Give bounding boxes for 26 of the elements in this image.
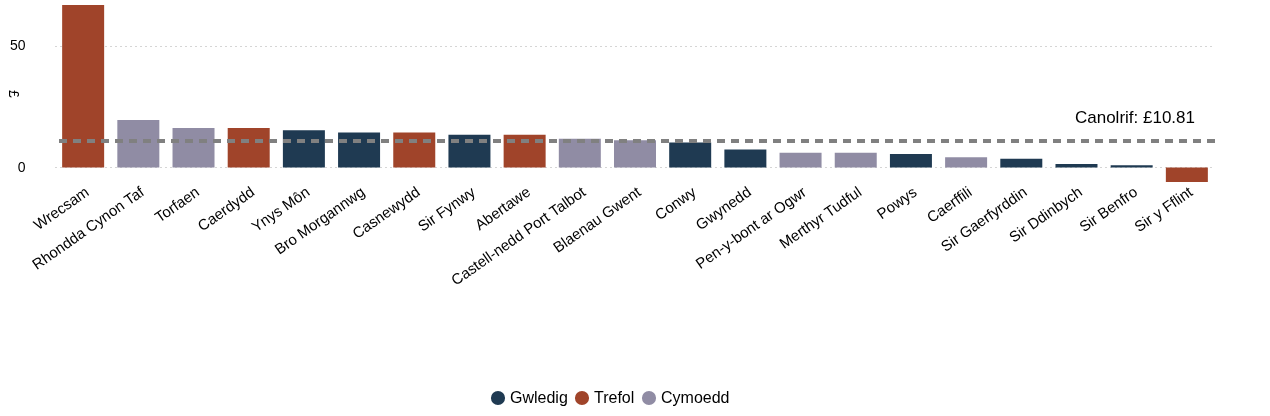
bar xyxy=(669,142,712,168)
bar xyxy=(448,134,491,168)
bar xyxy=(62,5,105,168)
bar xyxy=(889,154,932,168)
legend-label: Cymoedd xyxy=(661,389,730,406)
bar xyxy=(614,140,656,168)
bar xyxy=(1110,165,1153,168)
bar xyxy=(1000,158,1043,168)
y-tick-label: 50 xyxy=(9,37,26,54)
y-axis-title: £ xyxy=(5,90,22,99)
legend-label: Gwledig xyxy=(510,389,568,406)
bar xyxy=(724,149,767,168)
y-tick-label: 0 xyxy=(17,158,26,175)
bar xyxy=(779,152,822,168)
bar xyxy=(282,130,325,168)
bar xyxy=(338,132,381,168)
bar xyxy=(393,132,436,168)
ref-line-label: Canolrif: £10.81 xyxy=(1074,108,1195,128)
bar xyxy=(503,134,546,168)
bar xyxy=(172,127,215,168)
bar xyxy=(227,127,270,168)
legend-label: Trefol xyxy=(594,389,635,406)
bar xyxy=(834,152,877,168)
bar xyxy=(117,119,160,168)
bar xyxy=(945,157,988,168)
bar xyxy=(1165,167,1208,182)
